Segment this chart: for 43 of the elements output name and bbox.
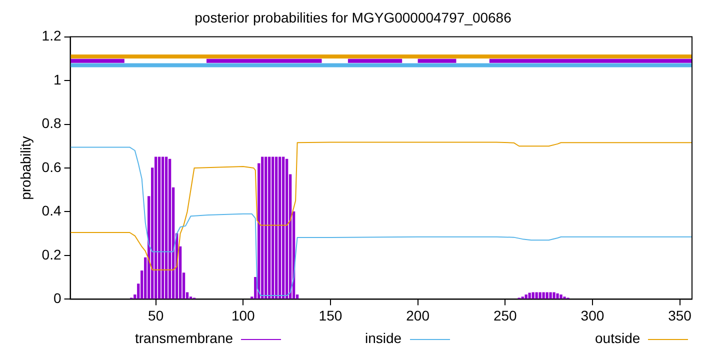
y-tick-label: 0.4 <box>42 202 62 219</box>
y-tick-label: 0.2 <box>42 246 62 262</box>
y-tick-label: 0.6 <box>42 158 62 175</box>
x-tick-label: 200 <box>406 307 430 324</box>
x-tick-label: 250 <box>493 307 518 324</box>
y-tick-label: 0 <box>53 290 62 306</box>
bar <box>168 158 172 300</box>
bar <box>556 293 559 300</box>
bar <box>261 156 264 300</box>
bar <box>528 292 531 300</box>
bar <box>264 156 268 300</box>
bar <box>272 156 274 300</box>
y-tick-label: 0.8 <box>42 115 62 132</box>
x-tick-label: 150 <box>318 307 342 324</box>
bar <box>552 292 556 300</box>
legend-label: transmembrane <box>135 330 234 346</box>
y-axis-title: probability <box>17 136 34 200</box>
bar <box>154 156 158 300</box>
bar <box>535 292 538 300</box>
bar <box>164 156 168 300</box>
legend-label: inside <box>365 330 402 346</box>
bar <box>268 156 271 300</box>
bar <box>285 158 288 300</box>
x-tick-label: 50 <box>148 307 164 324</box>
chart-title: posterior probabilities for MGYG000004797_00686 <box>194 9 512 26</box>
x-tick-label: 350 <box>668 307 692 324</box>
y-tick-label: 1 <box>53 71 62 88</box>
bar <box>282 156 285 300</box>
legend-label: outside <box>595 330 640 346</box>
bar <box>546 292 548 300</box>
bar <box>560 294 562 300</box>
x-tick-label: 100 <box>231 307 256 324</box>
bar <box>158 156 161 300</box>
y-tick-label: 1.2 <box>42 28 62 44</box>
bar <box>275 156 278 300</box>
bar <box>549 292 552 300</box>
bar <box>278 156 282 300</box>
bar <box>538 292 542 300</box>
bar <box>532 292 534 300</box>
bar <box>563 296 566 300</box>
x-tick-label: 300 <box>580 307 604 324</box>
bar <box>161 156 164 300</box>
bar <box>542 292 545 300</box>
